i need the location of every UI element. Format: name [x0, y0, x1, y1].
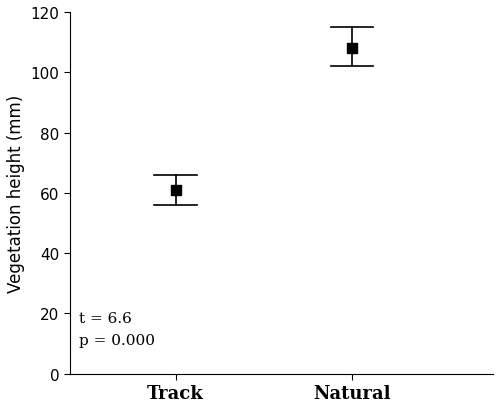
- Text: p = 0.000: p = 0.000: [78, 333, 154, 347]
- Y-axis label: Vegetation height (mm): Vegetation height (mm): [7, 94, 25, 292]
- Text: t = 6.6: t = 6.6: [78, 312, 132, 326]
